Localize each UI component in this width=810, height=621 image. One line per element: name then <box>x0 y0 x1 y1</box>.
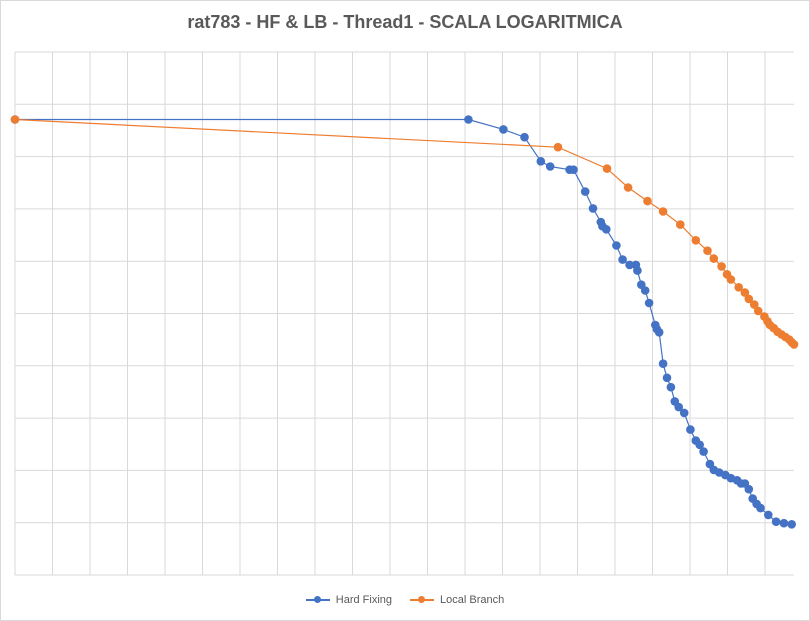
data-point-hard-fixing-46 <box>764 510 773 520</box>
data-point-hard-fixing-17 <box>633 266 642 275</box>
data-point-local-branch-27 <box>789 340 799 349</box>
data-point-hard-fixing-12 <box>602 225 611 234</box>
data-point-hard-fixing-20 <box>644 298 654 308</box>
data-point-hard-fixing-47 <box>771 517 781 526</box>
series-layer <box>10 115 799 529</box>
legend-label-local-branch: Local Branch <box>440 594 505 606</box>
data-point-hard-fixing-23 <box>654 328 664 337</box>
data-point-hard-fixing-42 <box>744 484 754 494</box>
chart-title: rat783 - HF & LB - Thread1 - SCALA LOGAR… <box>187 12 623 32</box>
data-point-hard-fixing-45 <box>756 503 765 513</box>
data-point-hard-fixing-5 <box>545 162 555 171</box>
data-point-hard-fixing-28 <box>674 402 683 412</box>
data-point-hard-fixing-14 <box>618 255 627 264</box>
data-point-local-branch-0 <box>10 115 20 124</box>
legend-item-local-branch: Local Branch <box>410 594 504 606</box>
series-hard-fixing <box>10 115 796 529</box>
data-point-hard-fixing-32 <box>695 440 704 450</box>
data-point-local-branch-5 <box>658 207 668 216</box>
data-point-hard-fixing-9 <box>588 204 598 213</box>
data-point-hard-fixing-2 <box>499 125 508 134</box>
data-point-hard-fixing-4 <box>536 157 546 166</box>
data-point-hard-fixing-33 <box>699 447 708 456</box>
data-point-local-branch-16 <box>750 300 759 309</box>
data-point-local-branch-1 <box>553 142 563 152</box>
data-point-local-branch-6 <box>676 220 685 229</box>
data-point-hard-fixing-8 <box>580 187 590 196</box>
data-point-hard-fixing-30 <box>686 425 695 434</box>
legend-swatch-local-branch <box>410 596 435 604</box>
data-point-local-branch-13 <box>734 283 743 292</box>
data-point-local-branch-17 <box>753 306 763 316</box>
data-point-hard-fixing-19 <box>640 286 650 295</box>
data-point-hard-fixing-15 <box>625 260 634 270</box>
data-point-local-branch-3 <box>623 183 633 192</box>
series-local-branch <box>10 115 799 349</box>
data-point-hard-fixing-7 <box>569 165 578 174</box>
legend-label-hard-fixing: Hard Fixing <box>335 594 393 606</box>
data-point-local-branch-14 <box>740 288 750 297</box>
series-line-hard-fixing <box>15 118 792 525</box>
legend: Hard Fixing Local Branch <box>0 594 810 606</box>
data-point-hard-fixing-26 <box>666 382 676 392</box>
legend-item-hard-fixing: Hard Fixing <box>305 594 393 606</box>
gridlines <box>14 51 794 576</box>
data-point-hard-fixing-24 <box>658 359 668 369</box>
series-line-local-branch <box>14 118 795 345</box>
data-point-local-branch-10 <box>717 262 726 271</box>
data-point-hard-fixing-3 <box>520 132 529 142</box>
data-point-local-branch-12 <box>726 275 736 284</box>
data-point-local-branch-15 <box>744 294 754 304</box>
legend-swatch-hard-fixing <box>305 596 330 604</box>
data-point-hard-fixing-29 <box>679 408 689 418</box>
data-point-local-branch-7 <box>691 236 701 245</box>
data-point-local-branch-2 <box>602 164 612 173</box>
data-point-hard-fixing-25 <box>662 373 672 383</box>
data-point-hard-fixing-49 <box>787 520 796 529</box>
data-point-local-branch-4 <box>643 196 652 206</box>
data-point-hard-fixing-48 <box>779 518 789 528</box>
data-point-local-branch-9 <box>709 254 719 263</box>
data-point-local-branch-8 <box>703 246 712 255</box>
data-point-hard-fixing-13 <box>612 241 621 250</box>
data-point-hard-fixing-1 <box>464 115 473 124</box>
